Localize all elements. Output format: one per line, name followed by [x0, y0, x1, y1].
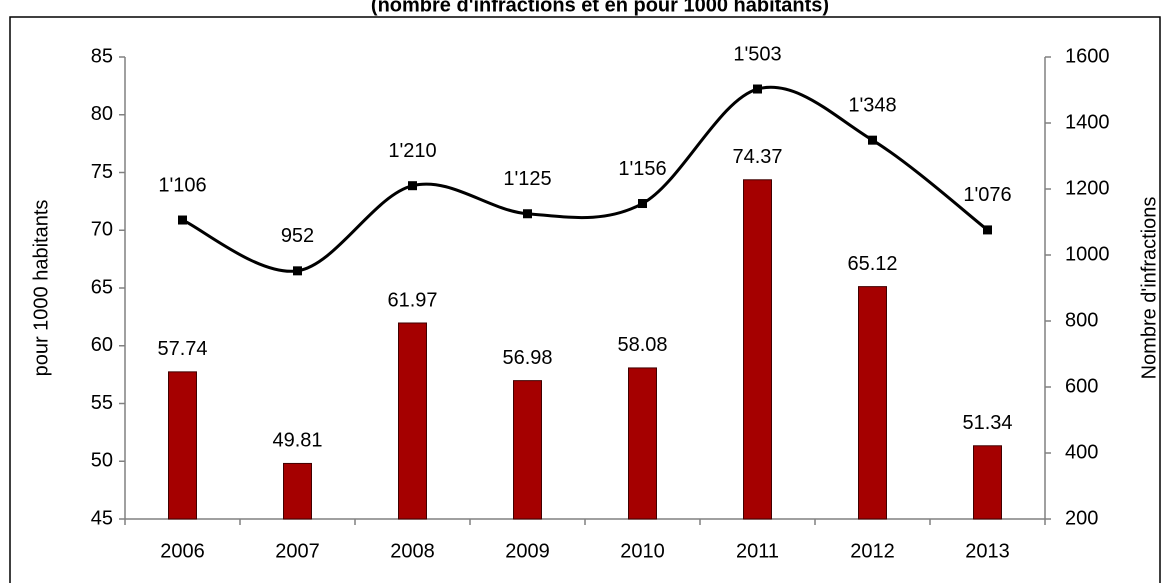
line-marker — [523, 209, 532, 219]
top-band — [0, 0, 1170, 16]
line-value-label: 1'076 — [963, 184, 1011, 206]
bar — [168, 371, 197, 520]
line — [181, 85, 989, 273]
y2-tick-label: 1000 — [1065, 243, 1110, 265]
bar-value-label: 57.74 — [157, 338, 207, 360]
x-tick-label: 2007 — [275, 540, 320, 562]
line-marker — [293, 266, 302, 276]
x-tick-label: 2008 — [390, 540, 435, 562]
y2-tick-label: 1600 — [1065, 45, 1110, 67]
y-tick-label: 80 — [91, 103, 113, 125]
y-tick-label: 45 — [91, 507, 113, 529]
y-tick-label: 60 — [91, 334, 113, 356]
bar — [628, 367, 657, 520]
bar-value-label: 65.12 — [847, 253, 897, 275]
bar — [973, 445, 1002, 520]
y2-axis-label: Nombre d'infractions — [1138, 197, 1160, 380]
x-tick-label: 2012 — [850, 540, 895, 562]
bar — [858, 286, 887, 520]
y-tick-label: 65 — [91, 276, 113, 298]
chart-frame — [9, 16, 1161, 583]
y2-tick-label: 1200 — [1065, 177, 1110, 199]
y-tick-label: 75 — [91, 161, 113, 183]
line-value-label: 1'156 — [618, 158, 666, 180]
bar-value-label: 51.34 — [962, 412, 1012, 434]
y-tick-label: 55 — [91, 392, 113, 414]
y2-tick-label: 200 — [1065, 507, 1098, 529]
x-tick-label: 2013 — [965, 540, 1010, 562]
line-value-label: 1'348 — [848, 94, 896, 116]
y-tick-label: 85 — [91, 45, 113, 67]
x-tick-label: 2006 — [160, 540, 205, 562]
y-axis-label: pour 1000 habitants — [30, 200, 52, 377]
line-marker — [408, 181, 417, 191]
x-tick-label: 2011 — [736, 540, 779, 562]
line-marker — [638, 199, 647, 209]
line-value-label: 1'125 — [503, 168, 551, 190]
bar-value-label: 74.37 — [732, 146, 782, 168]
bar-value-label: 49.81 — [272, 430, 322, 452]
y-tick-label: 70 — [91, 219, 113, 241]
bar — [283, 462, 312, 520]
y2-tick-label: 400 — [1065, 441, 1098, 463]
line-value-label: 1'106 — [158, 174, 206, 196]
bar — [743, 179, 772, 520]
line-value-label: 952 — [281, 225, 314, 247]
y2-tick-label: 800 — [1065, 309, 1098, 331]
bar-value-label: 58.08 — [617, 334, 667, 356]
bar — [513, 380, 542, 520]
bar-value-label: 61.97 — [387, 289, 437, 311]
line-value-label: 1'503 — [733, 43, 781, 65]
line-value-label: 1'210 — [388, 140, 436, 162]
y2-tick-label: 600 — [1065, 375, 1098, 397]
line-marker — [178, 215, 187, 225]
bar — [398, 322, 427, 520]
chart-title: (nombre d'infractions et en pour 1000 ha… — [371, 0, 829, 16]
x-tick-label: 2009 — [505, 540, 550, 562]
line-marker — [983, 225, 992, 235]
line-marker — [868, 135, 877, 145]
line-marker — [753, 84, 762, 94]
bar-value-label: 56.98 — [502, 347, 552, 369]
y-tick-label: 50 — [91, 450, 113, 472]
x-tick-label: 2010 — [620, 540, 665, 562]
y2-tick-label: 1400 — [1065, 111, 1110, 133]
